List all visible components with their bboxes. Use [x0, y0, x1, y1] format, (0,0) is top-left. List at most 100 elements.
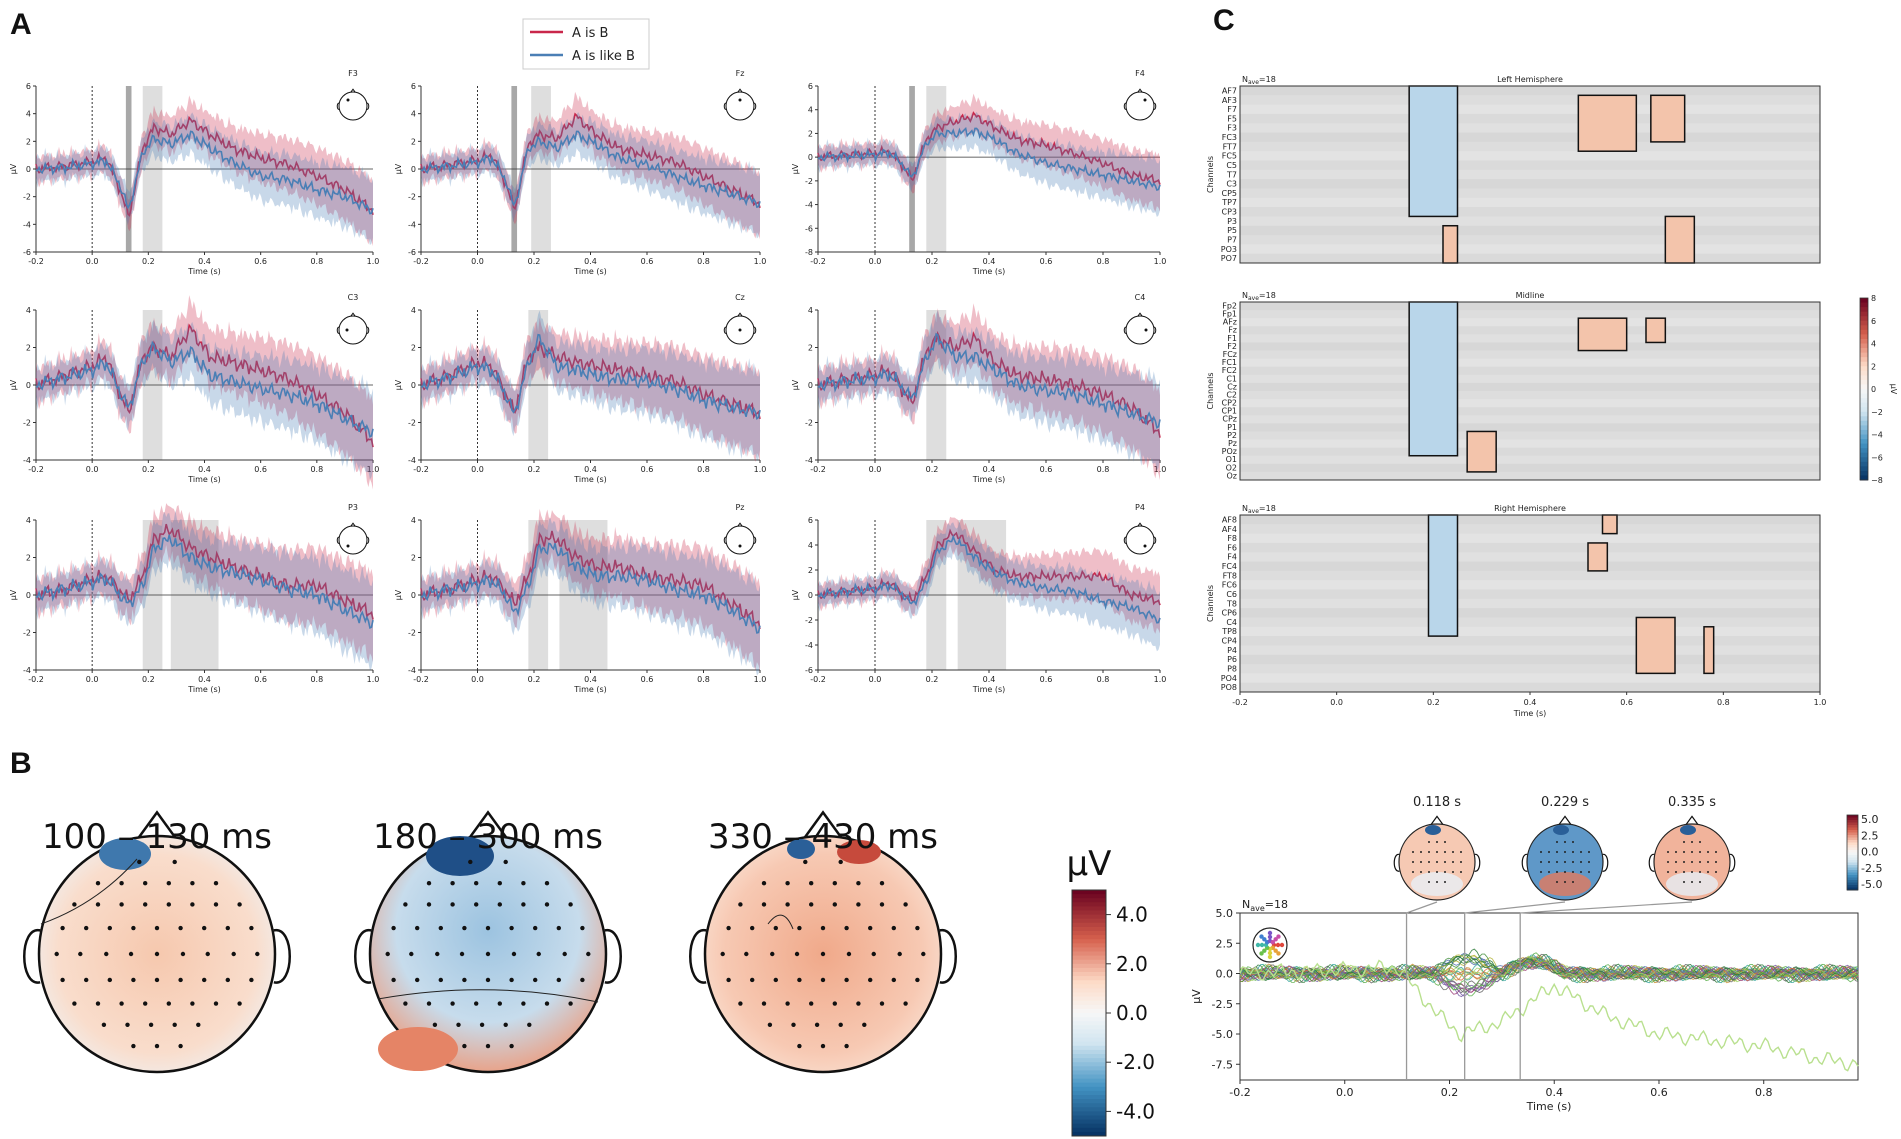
x-tick-label: 0.8	[1097, 465, 1110, 474]
colorbar-step	[1847, 857, 1858, 861]
mini-electrode-dot	[1444, 851, 1446, 853]
topomap-2-nose	[803, 810, 843, 840]
electrode-dot	[462, 925, 467, 931]
colorbar-step	[1860, 443, 1868, 449]
subplot-title: Left Hemisphere	[1497, 75, 1563, 84]
colorbar-tick-label: 2.5	[1861, 829, 1879, 842]
electrode-dot	[556, 925, 561, 931]
electrode-dot	[832, 881, 837, 886]
colorbar-step	[1847, 825, 1858, 828]
y-tick-label: 0.0	[1216, 968, 1234, 981]
background-row	[1240, 235, 1820, 245]
trace-b	[420, 333, 761, 421]
colorbar-tick-label: 2	[1871, 362, 1876, 371]
y-tick-label: 2	[26, 344, 31, 353]
electrode-dot	[536, 951, 541, 957]
colorbar-step	[1072, 1066, 1106, 1071]
mini-topomap-0-ear-right	[1474, 853, 1481, 872]
electrode-dot	[862, 1022, 867, 1027]
y-tick-label: 4	[411, 110, 416, 119]
colorbar-step	[1860, 311, 1868, 317]
mini-electrode-dot	[1460, 851, 1462, 853]
electrode-dot	[509, 1043, 514, 1049]
legend-sensor-dot	[1273, 948, 1278, 953]
colorbar-step	[1860, 370, 1868, 376]
background-row	[1240, 515, 1820, 525]
head-icon	[723, 522, 757, 555]
mini-electrode-dot	[1707, 851, 1709, 853]
mini-electrode-dot	[1691, 851, 1693, 853]
electrode-dot	[750, 977, 755, 983]
electrode-dot	[450, 902, 455, 907]
electrode-dot	[426, 902, 432, 907]
electrode-dot	[479, 1022, 485, 1027]
electrode-dot	[178, 925, 183, 931]
mini-electrode-dot	[1707, 871, 1709, 873]
mini-electrode-dot	[1580, 861, 1582, 863]
y-tick-label: 4	[808, 106, 813, 115]
topo-connector	[1520, 901, 1693, 914]
electrode-dot	[456, 1022, 461, 1027]
colorbar-step	[1860, 357, 1868, 363]
electrode-dot	[143, 902, 148, 907]
x-tick-label: 0.2	[528, 257, 541, 266]
channel-label: Cz	[735, 293, 745, 302]
colorbar-step	[1072, 1107, 1106, 1112]
colorbar-frame	[1859, 297, 1869, 481]
y-tick-label: -2	[23, 193, 31, 202]
electrode-dot	[450, 1001, 455, 1006]
colorbar-step	[1847, 822, 1858, 826]
head-icon	[336, 88, 370, 121]
electrode-dot	[172, 1022, 177, 1027]
background-row	[1240, 447, 1820, 457]
channel-tick-label: PO7	[1221, 254, 1237, 263]
negative-cluster	[1427, 514, 1459, 637]
electrode-dot	[84, 977, 89, 983]
channel-tick-label: Cz	[1227, 382, 1237, 391]
x-tick-label: -0.2	[810, 675, 826, 684]
colorbar-step	[1072, 906, 1106, 911]
colorbar-label: µV	[1889, 384, 1898, 395]
electrode-dot	[868, 977, 873, 983]
electrode-dot	[773, 925, 778, 931]
electrode-dot	[738, 1001, 743, 1006]
mini-electrode-dot	[1699, 841, 1701, 843]
x-tick-label: 0.4	[584, 465, 597, 474]
background-row	[1240, 608, 1820, 618]
y-axis-label: µV	[791, 379, 800, 390]
legend-sensor-dot	[1262, 937, 1267, 942]
background-row	[1240, 626, 1820, 637]
colorbar-step	[1860, 379, 1868, 385]
x-tick-label: -0.2	[28, 257, 44, 266]
y-tick-label: -2	[805, 419, 813, 428]
colorbar-step	[1860, 407, 1868, 413]
head-icon-nose	[350, 312, 356, 317]
electrode-dot	[131, 977, 136, 983]
legend-sensor-dot	[1276, 934, 1281, 939]
head-icon-nose	[737, 522, 743, 527]
background-row	[1240, 673, 1820, 684]
background-row	[1240, 318, 1820, 327]
electrode-dot	[180, 951, 186, 957]
colorbar-step	[1860, 411, 1868, 417]
colorbar-frame	[1846, 814, 1859, 891]
x-tick-label: -0.2	[810, 465, 826, 474]
mini-electrode-dot	[1572, 861, 1574, 863]
mini-electrode-dot	[1572, 851, 1574, 853]
electrode-dot	[432, 1022, 438, 1027]
x-tick-label: 0.2	[926, 675, 939, 684]
channel-label: P4	[1135, 503, 1145, 512]
channel-tick-label: F7	[1227, 105, 1237, 114]
electrode-dot	[131, 925, 136, 931]
legend-sensor-dot	[1270, 939, 1276, 945]
head-icon-nose	[350, 88, 356, 93]
colorbar-step	[1072, 1082, 1106, 1088]
cluster-subplot-1: Fp2Fp1AFzFzF1F2FCzFC1FC2C1CzC2CP2CP1CPzP…	[1206, 291, 1821, 481]
colorbar-step	[1860, 338, 1868, 344]
electrode-dot	[125, 1022, 130, 1027]
mini-electrode-dot	[1564, 881, 1566, 883]
colorbar-step	[1072, 976, 1106, 981]
y-axis-label: µV	[9, 589, 18, 600]
x-tick-label: 0.8	[1097, 675, 1110, 684]
channel-tick-label: P6	[1227, 655, 1237, 664]
